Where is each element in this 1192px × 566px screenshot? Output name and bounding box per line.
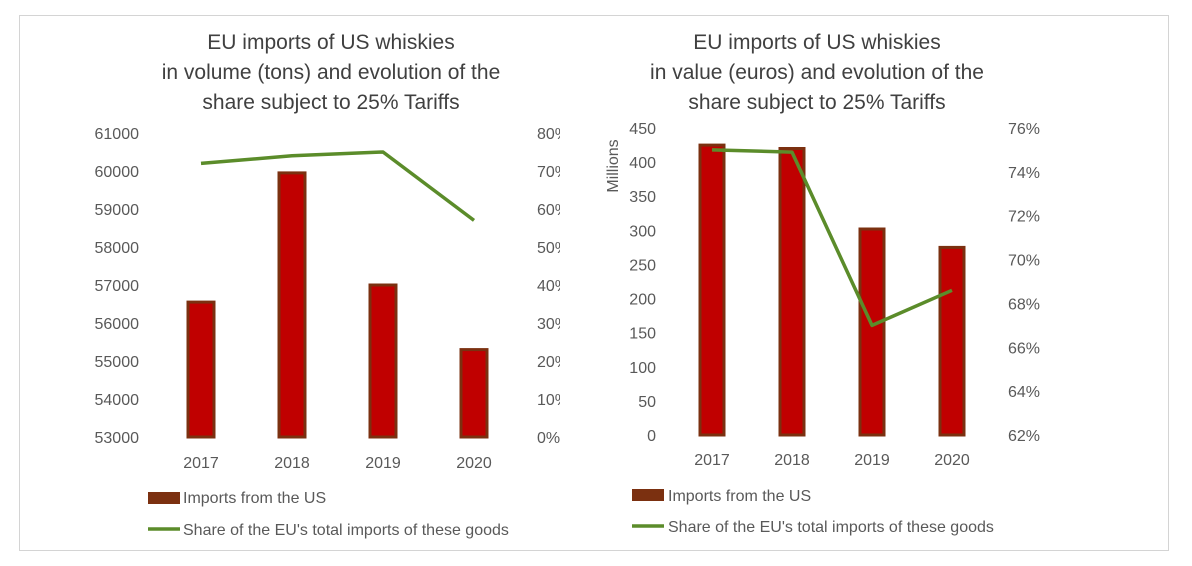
legend-label-bar: Imports from the US [668, 488, 811, 505]
bar-2019 [368, 283, 398, 439]
bar-2020 [938, 245, 966, 437]
bar-2017 [698, 143, 726, 437]
legend-swatch-bar [632, 489, 664, 501]
y-tick-label: 0 [647, 428, 656, 445]
y2-tick-label: 60% [537, 202, 560, 219]
value-chart: EU imports of US whiskies in value (euro… [605, 31, 1040, 536]
y2-tick-label: 20% [537, 354, 560, 371]
x-tick-label: 2018 [274, 455, 310, 472]
chart-title-line: share subject to 25% Tariffs [688, 91, 945, 114]
y-tick-label: 61000 [95, 126, 140, 143]
y2-tick-label: 62% [1008, 428, 1040, 445]
y-tick-label: 350 [629, 189, 656, 206]
x-tick-label: 2019 [854, 452, 890, 469]
y-tick-label: 58000 [95, 240, 140, 257]
x-tick-label: 2019 [365, 455, 401, 472]
legend: Imports from the US Share of the EU's to… [632, 488, 994, 536]
y2-tick-label: 72% [1008, 209, 1040, 226]
volume-chart: EU imports of US whiskies in volume (ton… [95, 31, 561, 539]
y-tick-label: 57000 [95, 278, 140, 295]
y2-tick-label: 50% [537, 240, 560, 257]
x-tick-label: 2020 [934, 452, 970, 469]
y-tick-label: 59000 [95, 202, 140, 219]
y-tick-label: 55000 [95, 354, 140, 371]
chart-title-line: EU imports of US whiskies [207, 31, 454, 54]
y2-tick-label: 64% [1008, 384, 1040, 401]
bar-series [698, 143, 966, 437]
y2-tick-label: 74% [1008, 165, 1040, 182]
x-axis: 2017 2018 2019 2020 [183, 455, 492, 472]
y2-tick-label: 66% [1008, 340, 1040, 357]
share-line [711, 148, 953, 328]
y-tick-label: 150 [629, 326, 656, 343]
y-axis-right: 76% 74% 72% 70% 68% 66% 64% 62% [1008, 121, 1040, 445]
x-tick-label: 2020 [456, 455, 492, 472]
y-tick-label: 56000 [95, 316, 140, 333]
chart-title-line: EU imports of US whiskies [693, 31, 940, 54]
share-line [200, 150, 476, 222]
x-tick-label: 2018 [774, 452, 810, 469]
y2-tick-label: 76% [1008, 121, 1040, 138]
chart-title-line: in volume (tons) and evolution of the [162, 61, 501, 84]
y-tick-label: 53000 [95, 430, 140, 447]
y-tick-label: 60000 [95, 164, 140, 181]
y-tick-label: 300 [629, 223, 656, 240]
y2-tick-label: 0% [537, 430, 560, 447]
y2-tick-label: 30% [537, 316, 560, 333]
legend-label-bar: Imports from the US [183, 490, 326, 507]
y2-tick-label: 40% [537, 278, 560, 295]
x-axis: 2017 2018 2019 2020 [694, 452, 970, 469]
legend-label-line: Share of the EU's total imports of these… [183, 522, 509, 539]
legend-label-line: Share of the EU's total imports of these… [668, 519, 994, 536]
y-tick-label: 450 [629, 121, 656, 138]
y2-tick-label: 10% [537, 392, 560, 409]
chart-title: EU imports of US whiskies in value (euro… [650, 31, 984, 114]
bar-2018 [778, 147, 806, 437]
chart-frame [19, 15, 1169, 551]
y-tick-label: 250 [629, 257, 656, 274]
bar-2018 [277, 171, 307, 439]
bar-2017 [186, 300, 216, 439]
bar-series [186, 171, 489, 439]
x-tick-label: 2017 [183, 455, 219, 472]
x-tick-label: 2017 [694, 452, 730, 469]
chart-title-line: in value (euros) and evolution of the [650, 61, 984, 84]
y2-tick-label: 70% [537, 164, 560, 181]
chart-title-line: share subject to 25% Tariffs [202, 91, 459, 114]
y2-tick-label: 68% [1008, 296, 1040, 313]
chart-title: EU imports of US whiskies in volume (ton… [162, 31, 501, 114]
y-tick-label: 100 [629, 360, 656, 377]
y-axis-title: Millions [605, 139, 622, 192]
y-tick-label: 200 [629, 292, 656, 309]
y2-tick-label: 70% [1008, 253, 1040, 270]
y-axis-right: 80% 70% 60% 50% 40% 30% 20% 10% 0% [537, 126, 560, 447]
bar-2019 [858, 227, 886, 437]
legend: Imports from the US Share of the EU's to… [148, 490, 509, 539]
y-tick-label: 50 [638, 394, 656, 411]
y-tick-label: 400 [629, 155, 656, 172]
y2-tick-label: 80% [537, 126, 560, 143]
legend-swatch-bar [148, 492, 180, 504]
y-axis-left: 450 400 350 300 250 200 150 100 50 0 [629, 121, 656, 445]
y-axis-left: 61000 60000 59000 58000 57000 56000 5500… [95, 126, 140, 447]
y-tick-label: 54000 [95, 392, 140, 409]
bar-2020 [459, 348, 489, 439]
